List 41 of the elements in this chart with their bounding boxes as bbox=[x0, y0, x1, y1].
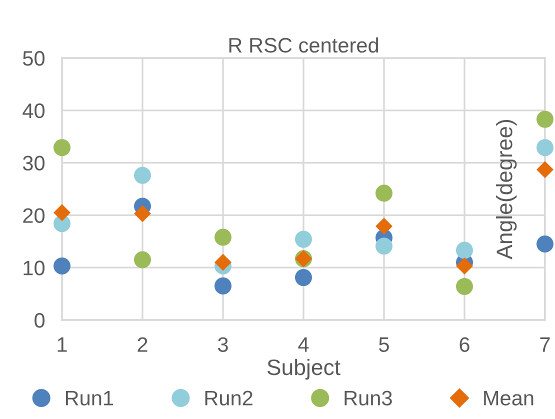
point bbox=[375, 184, 393, 202]
x-tick-label: 3 bbox=[218, 337, 228, 352]
legend-label: Mean bbox=[484, 390, 534, 406]
point bbox=[536, 110, 554, 128]
x-tick-label: 4 bbox=[298, 337, 309, 352]
legend-label: Run1 bbox=[66, 390, 114, 406]
point bbox=[294, 230, 312, 248]
point bbox=[214, 277, 232, 294]
x-tick-label: 7 bbox=[540, 337, 550, 352]
point bbox=[134, 251, 152, 268]
x-tick-label: 1 bbox=[58, 337, 67, 352]
legend-label: Run3 bbox=[344, 390, 392, 406]
y-tick-label: 10 bbox=[24, 260, 45, 276]
point bbox=[134, 166, 152, 184]
x-tick-label: 2 bbox=[138, 337, 148, 352]
y-axis-title: Angle(degree) bbox=[496, 120, 517, 260]
point bbox=[53, 139, 71, 156]
point bbox=[375, 218, 393, 235]
point bbox=[294, 269, 312, 286]
point bbox=[536, 161, 554, 178]
legend-label: Run2 bbox=[205, 390, 252, 406]
point bbox=[456, 242, 474, 259]
point bbox=[53, 258, 71, 275]
point bbox=[134, 205, 152, 222]
y-tick-label: 20 bbox=[23, 208, 45, 223]
x-tick-label: 6 bbox=[460, 337, 470, 352]
point bbox=[536, 236, 554, 253]
point bbox=[214, 254, 232, 271]
x-axis-title: Subject bbox=[267, 358, 340, 380]
point bbox=[456, 278, 474, 295]
point bbox=[456, 258, 474, 275]
y-tick-label: 0 bbox=[34, 313, 45, 328]
point bbox=[375, 238, 393, 255]
y-tick-label: 50 bbox=[22, 51, 45, 66]
point bbox=[536, 139, 554, 156]
point bbox=[214, 228, 232, 246]
y-tick-label: 40 bbox=[22, 103, 45, 118]
point bbox=[53, 204, 71, 222]
y-tick-label: 30 bbox=[22, 156, 45, 171]
chart-title: R RSC centered bbox=[229, 37, 378, 53]
x-tick-label: 5 bbox=[379, 337, 389, 352]
